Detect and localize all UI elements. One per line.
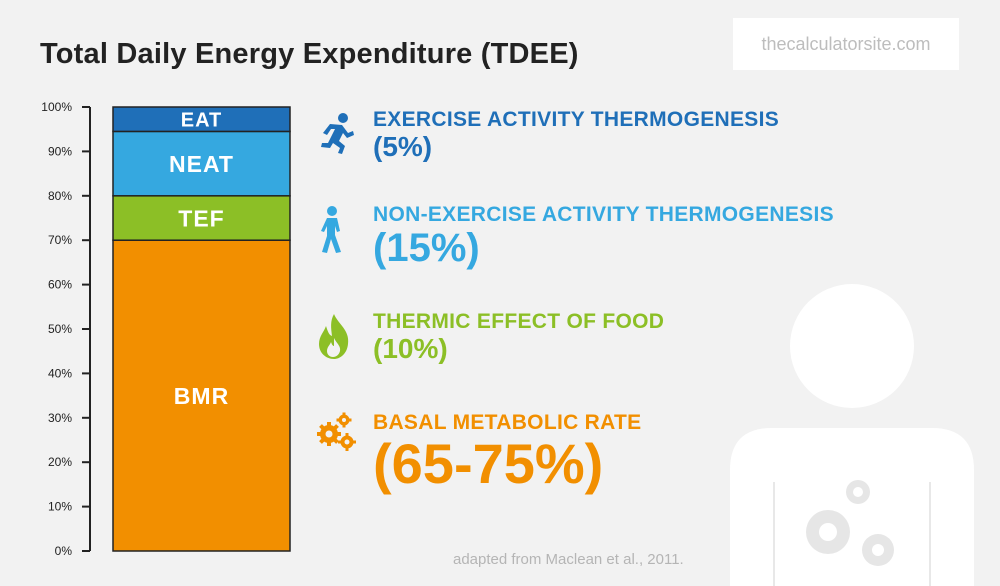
source-credit: adapted from Maclean et al., 2011. [453,551,684,568]
site-name: thecalculatorsite.com [761,33,931,54]
walking-icon [321,206,341,253]
legend-eat-pct: (5%) [373,131,433,162]
bar-segment-eat [112,106,291,133]
legend-bmr-name: BASAL METABOLIC RATE [373,411,642,434]
y-tick-label: 10% [48,500,72,514]
y-tick-label: 50% [48,322,72,336]
y-tick-label: 0% [55,544,73,558]
legend-neat-name: NON-EXERCISE ACTIVITY THERMOGENESIS [373,203,834,226]
gears-icon [317,412,356,451]
y-tick-label: 20% [48,455,72,469]
bar-label-eat: EAT [181,109,223,131]
bar-label-neat: NEAT [169,151,234,177]
legend-tef-pct: (10%) [373,333,448,364]
y-tick-label: 70% [48,233,72,247]
bar-segment-neat [112,130,291,197]
legend-neat-pct: (15%) [373,226,480,270]
y-tick-label: 80% [48,189,72,203]
bar-label-tef: TEF [178,205,224,231]
y-tick-label: 100% [41,100,72,114]
legend-bmr-pct: (65-75%) [373,432,604,495]
y-tick-label: 60% [48,278,72,292]
flame-icon [319,314,349,359]
legend-tef-name: THERMIC EFFECT OF FOOD [373,310,665,333]
site-logo[interactable]: thecalculatorsite.com [733,18,959,70]
y-tick-label: 90% [48,144,72,158]
bar-segment-tef [112,195,291,241]
page-title: Total Daily Energy Expenditure (TDEE) [40,38,579,70]
legend-eat-name: EXERCISE ACTIVITY THERMOGENESIS [373,108,780,131]
running-icon [321,113,354,154]
y-tick-label: 40% [48,366,72,380]
bar-label-bmr: BMR [174,383,229,409]
y-tick-label: 30% [48,411,72,425]
